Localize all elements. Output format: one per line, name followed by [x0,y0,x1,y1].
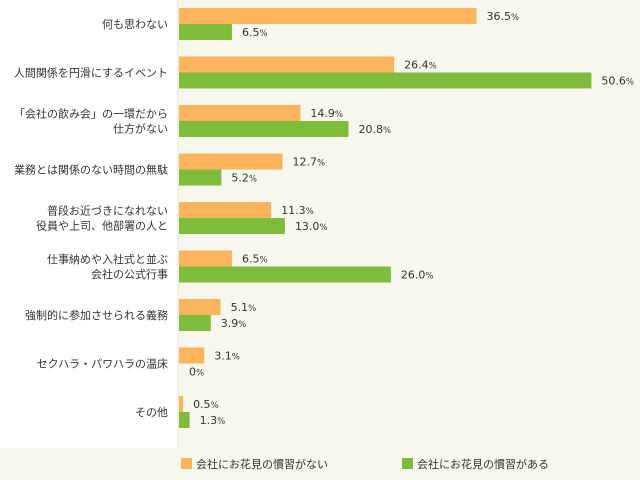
legend-label-1: 会社にお花見の慣習がない [196,457,328,471]
bar-s2-c9 [179,412,190,428]
bar-s2-c3 [179,121,349,137]
bar-s1-c3 [179,105,301,121]
value-label-s1-c9: 0.5% [193,398,219,411]
bar-s1-c1 [179,8,477,24]
category-label-8: セクハラ・パワハラの温床 [37,357,168,371]
bar-s1-c6 [179,250,232,267]
value-label-s2-c7: 3.9% [221,317,247,330]
legend: 会社にお花見の慣習がない 会社にお花見の慣習がある [181,457,549,471]
legend-panel [0,448,640,480]
value-label-s2-c1: 6.5% [242,26,268,39]
value-label-s1-c6: 6.5% [242,253,268,266]
bar-s1-c7 [179,299,221,315]
bar-s2-c4 [179,169,222,186]
value-label-s2-c8: 0% [189,366,204,379]
value-label-s2-c4: 5.2% [231,172,257,185]
bar-s2-c2 [179,72,592,89]
bar-s2-c5 [179,218,285,234]
bar-s2-c1 [179,24,232,40]
value-label-s2-c6: 26.0% [401,269,434,282]
value-label-s1-c2: 26.4% [404,59,437,72]
bar-s2-c6 [179,266,391,283]
value-label-s1-c7: 5.1% [231,301,257,314]
bar-s1-c8 [179,347,205,364]
value-label-s1-c4: 12.7% [293,156,326,169]
category-label-6: 仕事納めや入社式と並ぶ会社の公式行事 [47,252,168,281]
value-label-s2-c5: 13.0% [295,220,328,233]
value-label-s2-c3: 20.8% [359,123,392,136]
value-label-s1-c8: 3.1% [214,350,240,363]
value-label-s1-c1: 36.5% [486,10,519,23]
category-label-3: 「会社の飲み会」の一環だから仕方がない [14,107,168,136]
category-label-7: 強制的に参加させられる義務 [25,308,168,322]
value-label-s1-c3: 14.9% [310,107,343,120]
category-label-5: 普段お近づきになれない役員や上司、他部署の人と [36,204,168,233]
category-label-2: 人間関係を円滑にするイベント [14,67,168,80]
bar-s1-c5 [179,202,272,218]
legend-swatch-2 [402,458,413,469]
labels-group: 何も思わない 36.5% 6.5% 人間関係を円滑にするイベント 26.4% 50.6% 「… [14,10,634,427]
value-label-s2-c9: 1.3% [200,414,226,427]
category-label-1: 何も思わない [102,18,168,31]
legend-label-2: 会社にお花見の慣習がある [417,457,549,471]
bar-s1-c2 [179,56,395,73]
bar-s2-c7 [179,315,211,331]
value-label-s1-c5: 11.3% [281,204,314,217]
bar-s1-c9 [179,396,184,412]
category-label-4: 業務とは関係のない時間の無駄 [14,163,168,177]
category-label-9: その他 [135,406,168,419]
bar-s1-c4 [179,153,283,170]
legend-swatch-1 [181,458,192,469]
bars-group [179,8,592,428]
value-label-s2-c2: 50.6% [601,75,634,88]
